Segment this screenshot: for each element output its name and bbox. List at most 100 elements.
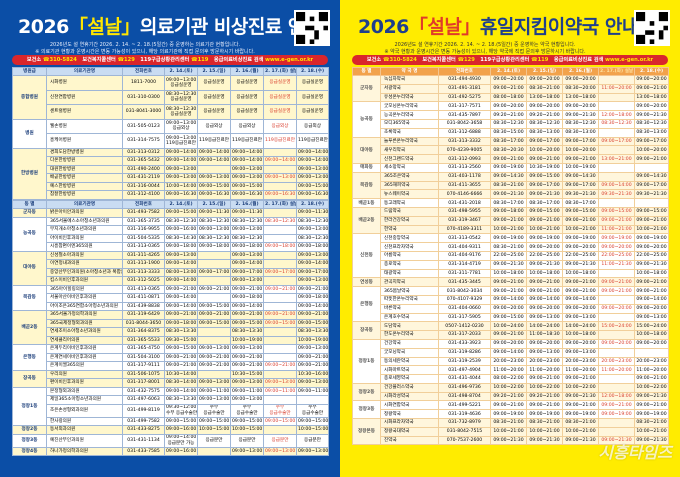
phone-number[interactable]: 031-317-5905 xyxy=(438,312,491,323)
phone-number[interactable]: 031-499-8119 xyxy=(122,403,165,418)
phone-number[interactable]: 031-504-3100 xyxy=(122,352,165,362)
phone-number[interactable]: 031-404-9311 xyxy=(438,242,491,252)
phone-number[interactable]: 031-313-3332 xyxy=(438,136,491,147)
phone-number[interactable]: 031-494-4930 xyxy=(438,75,491,85)
group-label: 신천동 xyxy=(352,233,381,279)
phone-number[interactable]: 031-311-4265 xyxy=(122,250,165,260)
table-row: 장곡동 우리의원 031-506-1075 10:30~14:00 10:30~15:0… xyxy=(12,369,329,388)
phone-number[interactable]: 031-365-5432 xyxy=(122,156,165,166)
phone-number[interactable]: 031-314-4719 xyxy=(438,259,491,270)
phone-number[interactable]: 031-319-4636 xyxy=(438,409,491,420)
phone-number[interactable]: 031-317-2033 xyxy=(438,330,491,340)
phone-number[interactable]: 031-493-7582 xyxy=(122,208,165,218)
phone-number[interactable]: 031-432-7575 xyxy=(122,386,165,396)
hours-cell: 09:00~20:00 xyxy=(562,303,599,314)
hospital-panel: 2026「설날」의료기관 비상진료 안내 2026년도 설 연휴기간 2026.… xyxy=(0,0,340,477)
phone-number[interactable]: 0507-1412-0230 xyxy=(438,321,491,332)
phone-number[interactable]: 031-310-0300 xyxy=(122,89,165,105)
hours-cell: 11:00~20:00 xyxy=(634,365,669,376)
phone-number[interactable]: 031-497-6063 xyxy=(122,395,165,405)
phone-number[interactable]: 031-317-7571 xyxy=(438,101,491,112)
phone-number[interactable]: 031-313-0312 xyxy=(122,147,165,157)
phone-number[interactable]: 031-433-7585 xyxy=(122,446,165,456)
hours-cell: 09:00~14:00 xyxy=(296,259,329,269)
table-row: 능곡동 365서울에스소아청소년과의원 031-365-3735 08:30~12:3… xyxy=(12,216,329,252)
phone-number[interactable]: 070-7537-2600 xyxy=(438,435,491,446)
phone-number[interactable]: 031-504-5335 xyxy=(122,233,165,243)
phone-number[interactable]: 031-491-3181 xyxy=(438,83,491,94)
phone-number[interactable]: 031-413-0365 xyxy=(122,284,165,294)
phone-number[interactable]: 031-411-3655 xyxy=(438,180,491,191)
qr-code-icon[interactable] xyxy=(634,10,670,46)
phone-number[interactable]: 031-431-1134 xyxy=(122,433,165,448)
phone-number[interactable]: 031-732-8979 xyxy=(438,418,491,428)
phone-number[interactable]: 031-319-6429 xyxy=(122,310,165,320)
phone-number[interactable]: 031-492-5275 xyxy=(438,92,491,103)
phone-number[interactable]: 031-8042-3658 xyxy=(438,118,491,129)
phone-number[interactable]: 031-404-9176 xyxy=(438,250,491,261)
phone-number[interactable]: 031-499-5221 xyxy=(438,400,491,411)
phone-number[interactable]: 070-4239-9005 xyxy=(438,145,491,156)
phone-number[interactable]: 031-431-2018 xyxy=(438,198,491,208)
hours-cell xyxy=(263,147,297,157)
phone-number[interactable]: 031-411-0871 xyxy=(122,293,165,303)
phone-number[interactable]: 031-497-4904 xyxy=(438,365,491,376)
phone-number[interactable]: 031-490-2400 xyxy=(122,164,165,174)
phone-number[interactable]: 031-317-9111 xyxy=(122,361,165,371)
phone-number[interactable]: 031-431-4044 xyxy=(438,374,491,384)
phone-number[interactable]: 031-316-9955 xyxy=(122,225,165,235)
phone-number[interactable]: 031-403-1178 xyxy=(438,171,491,182)
phone-number[interactable]: 031-439-8838 xyxy=(122,301,165,311)
phone-number[interactable]: 031-314-7575 xyxy=(122,133,165,149)
hours-cell: 09:00~13:00 xyxy=(296,250,329,260)
phone-number[interactable]: 031-498-5955 xyxy=(438,206,491,217)
phone-number[interactable]: 031-404-0660 xyxy=(438,303,491,314)
phone-number[interactable]: 031-317-8001 xyxy=(122,378,165,388)
phone-number[interactable]: 031-496-9736 xyxy=(438,382,491,393)
phone-number[interactable]: 031-435-7897 xyxy=(438,110,491,120)
phone-number[interactable]: 031-319-2539 xyxy=(438,356,491,367)
phone-number[interactable]: 070-4107-9329 xyxy=(438,294,491,305)
phone-number[interactable]: 031-505-0123 xyxy=(122,118,165,134)
hours-cell: 응급실운영 xyxy=(230,75,264,91)
phone-number[interactable]: 031-435-3445 xyxy=(438,277,491,288)
phone-number[interactable]: 031-312-6888 xyxy=(438,127,491,138)
phone-number[interactable]: 031-313-2560 xyxy=(438,162,491,173)
phone-number[interactable]: 031-312-0993 xyxy=(438,154,491,164)
phone-number[interactable]: 031-8042-3034 xyxy=(438,286,491,296)
phone-number[interactable]: 070-4189-3311 xyxy=(438,224,491,235)
phone-number[interactable]: 031-365-4750 xyxy=(122,344,165,354)
phone-number[interactable]: 031-313-1900 xyxy=(122,259,165,269)
phone-number[interactable]: 031-365-3735 xyxy=(122,216,165,226)
table-row: 능곡동 굿모닝온누리약국 031-317-7571 09:00~20:00 09:00~… xyxy=(352,101,669,138)
facility-name: 킴스이비인후과의원 xyxy=(46,276,123,286)
phone-number[interactable]: 031-8042-7515 xyxy=(438,426,491,437)
phone-number[interactable]: 070-4146-6666 xyxy=(438,189,491,200)
facility-name: 365서울가정의학과의원 xyxy=(46,310,123,320)
phone-number[interactable]: 031-319-8286 xyxy=(438,347,491,358)
phone-number[interactable]: 031-433-8275 xyxy=(122,425,165,435)
phone-number[interactable]: 031-312-4100 xyxy=(122,190,165,200)
phone-number[interactable]: 031-313-3333 xyxy=(122,267,165,277)
facility-name: 녹십자약국 xyxy=(380,75,439,85)
phone-number[interactable]: 1811-7000 xyxy=(122,75,165,91)
phone-number[interactable]: 031-313-0365 xyxy=(122,242,165,252)
phone-number[interactable]: 031-365-5533 xyxy=(122,335,165,345)
phone-number[interactable]: 031-431-2119 xyxy=(122,173,165,183)
facility-name: 드림약국 xyxy=(380,206,439,217)
hours-cell: 09:00~13:00 xyxy=(164,173,198,183)
phone-number[interactable]: 031-8041-3000 xyxy=(122,104,165,120)
phone-number[interactable]: 031-364-8375 xyxy=(122,327,165,337)
phone-number[interactable]: 031-311-7781 xyxy=(438,268,491,279)
phone-number[interactable]: 031-313-0542 xyxy=(438,233,491,244)
phone-number[interactable]: 031-498-8704 xyxy=(438,391,491,402)
phone-number[interactable]: 031-319-3467 xyxy=(438,215,491,226)
hours-cell: 09:00~15:00 xyxy=(230,318,264,328)
phone-number[interactable]: 031-8044-3650 xyxy=(122,318,165,328)
phone-number[interactable]: 031-316-0044 xyxy=(122,181,165,191)
phone-number[interactable]: 031-312-5025 xyxy=(122,276,165,286)
phone-number[interactable]: 031-506-1075 xyxy=(122,369,165,379)
phone-number[interactable]: 031-499-7582 xyxy=(122,416,165,426)
phone-number[interactable]: 031-433-3923 xyxy=(438,338,491,349)
qr-code-icon[interactable] xyxy=(294,10,330,46)
